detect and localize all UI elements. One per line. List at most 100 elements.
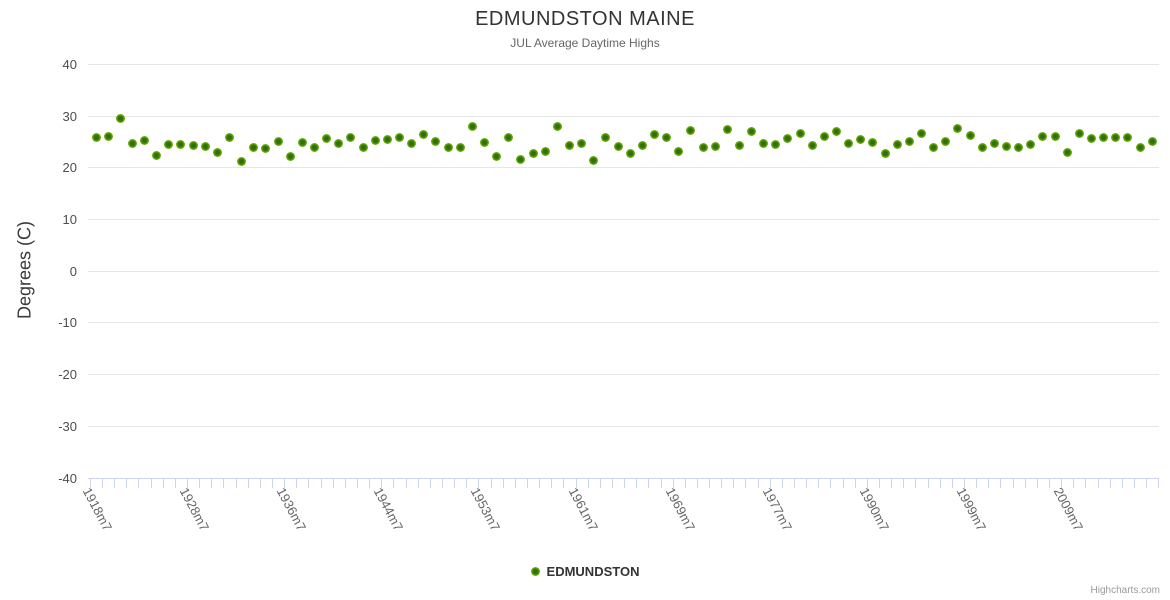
data-point[interactable] [601, 133, 611, 143]
data-point[interactable] [528, 148, 538, 158]
data-point[interactable] [880, 148, 890, 158]
data-point[interactable] [552, 122, 562, 132]
data-point[interactable] [467, 122, 477, 132]
data-point[interactable] [188, 141, 198, 151]
data-point[interactable] [1135, 142, 1145, 152]
data-point[interactable] [395, 132, 404, 142]
data-point[interactable] [734, 141, 744, 151]
gridline [88, 115, 1159, 117]
data-point[interactable] [589, 156, 599, 166]
data-point[interactable] [1099, 133, 1109, 143]
legend-label: EDMUNDSTON [546, 564, 640, 579]
data-point[interactable] [868, 138, 878, 148]
data-point[interactable] [504, 132, 514, 142]
data-point[interactable] [310, 143, 320, 153]
data-point[interactable] [1123, 132, 1133, 142]
x-axis-tick [842, 478, 844, 488]
data-point[interactable] [1014, 142, 1024, 152]
data-point[interactable] [759, 138, 769, 148]
data-point[interactable] [370, 135, 380, 145]
data-point[interactable] [965, 131, 975, 141]
data-point[interactable] [455, 142, 465, 152]
data-point[interactable] [419, 130, 429, 140]
data-point[interactable] [577, 139, 587, 149]
data-point[interactable] [212, 148, 222, 158]
x-axis-tick [1073, 478, 1075, 488]
data-point[interactable] [904, 136, 914, 146]
data-point[interactable] [1062, 148, 1072, 158]
data-point[interactable] [285, 152, 295, 162]
x-axis-tick [162, 478, 164, 488]
x-axis-tick [879, 478, 881, 488]
data-point[interactable] [273, 137, 283, 147]
data-point[interactable] [1086, 133, 1096, 143]
gridline [88, 167, 1159, 169]
data-point[interactable] [261, 144, 271, 154]
data-point[interactable] [297, 138, 307, 148]
data-point[interactable] [698, 143, 708, 153]
data-point[interactable] [929, 142, 939, 152]
data-point[interactable] [443, 142, 453, 152]
data-point[interactable] [1050, 132, 1060, 142]
data-point[interactable] [492, 151, 502, 161]
data-point[interactable] [564, 140, 574, 150]
data-point[interactable] [662, 133, 672, 143]
data-point[interactable] [892, 139, 902, 149]
data-point[interactable] [686, 125, 696, 135]
data-point[interactable] [1111, 132, 1121, 142]
gridline [88, 322, 1159, 324]
data-point[interactable] [334, 139, 344, 149]
data-point[interactable] [91, 133, 101, 143]
data-point[interactable] [989, 139, 999, 149]
data-point[interactable] [807, 140, 817, 150]
x-axis-tick-label: 1977m7 [759, 484, 795, 534]
data-point[interactable] [649, 129, 659, 139]
data-point[interactable] [516, 154, 526, 164]
data-point[interactable] [1038, 132, 1048, 142]
data-point[interactable] [407, 139, 417, 149]
data-point[interactable] [844, 139, 854, 149]
data-point[interactable] [977, 143, 987, 153]
data-point[interactable] [917, 128, 927, 138]
data-point[interactable] [225, 132, 235, 142]
data-point[interactable] [1074, 128, 1084, 138]
data-point[interactable] [1147, 137, 1157, 147]
data-point[interactable] [115, 114, 125, 124]
credits-link[interactable]: Highcharts.com [1090, 585, 1160, 596]
legend-item[interactable]: EDMUNDSTON [0, 564, 1170, 579]
data-point[interactable] [358, 142, 368, 152]
data-point[interactable] [771, 139, 781, 149]
data-point[interactable] [941, 137, 951, 147]
data-point[interactable] [710, 141, 720, 151]
data-point[interactable] [637, 140, 647, 150]
data-point[interactable] [674, 146, 684, 156]
data-point[interactable] [540, 146, 550, 156]
data-point[interactable] [152, 150, 162, 160]
data-point[interactable] [431, 137, 441, 147]
data-point[interactable] [953, 124, 963, 134]
data-point[interactable] [819, 131, 829, 141]
data-point[interactable] [322, 133, 332, 143]
data-point[interactable] [795, 129, 805, 139]
data-point[interactable] [832, 127, 842, 137]
data-point[interactable] [722, 124, 732, 134]
data-point[interactable] [103, 132, 113, 142]
data-point[interactable] [127, 138, 137, 148]
x-axis-tick [1121, 478, 1123, 488]
data-point[interactable] [783, 133, 793, 143]
data-point[interactable] [479, 138, 489, 148]
data-point[interactable] [237, 156, 247, 166]
data-point[interactable] [382, 134, 392, 144]
data-point[interactable] [176, 140, 186, 150]
data-point[interactable] [249, 143, 259, 153]
data-point[interactable] [625, 149, 635, 159]
data-point[interactable] [346, 132, 356, 142]
data-point[interactable] [164, 139, 174, 149]
data-point[interactable] [1002, 141, 1011, 151]
data-point[interactable] [613, 141, 623, 151]
data-point[interactable] [856, 135, 866, 145]
data-point[interactable] [1026, 139, 1036, 149]
data-point[interactable] [140, 135, 150, 145]
data-point[interactable] [200, 142, 210, 152]
data-point[interactable] [747, 126, 757, 136]
